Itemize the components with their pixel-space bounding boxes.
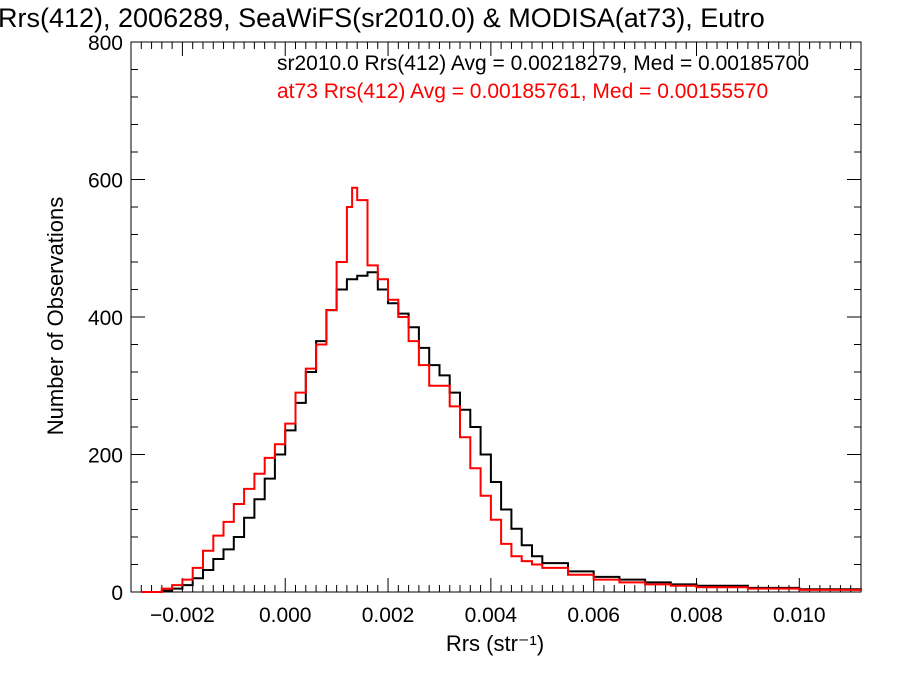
- x-axis: −0.002 0.000 0.002 0.004 0.006 0.008 0.010: [140, 42, 862, 627]
- x-tick-label: 0.010: [773, 604, 826, 627]
- x-axis-title: Rrs (str⁻¹): [446, 631, 544, 656]
- y-axis: 0 200 400 600 800: [88, 32, 861, 605]
- x-tick-label: 0.008: [670, 604, 723, 627]
- plot-area-border: [130, 41, 862, 593]
- y-tick-label: 0: [111, 582, 123, 605]
- plot-frame: [130, 41, 862, 593]
- x-tick-label: 0.006: [567, 604, 620, 627]
- series-line-at73: [141, 186, 862, 593]
- x-tick-label: 0.000: [259, 604, 312, 627]
- x-tick-label: 0.002: [362, 604, 415, 627]
- x-tick-label: 0.004: [465, 604, 518, 627]
- legend-entry-at73: at73 Rrs(412) Avg = 0.00185761, Med = 0.…: [277, 80, 768, 103]
- y-tick-label: 400: [88, 307, 123, 330]
- y-axis-title: Number of Observations: [43, 197, 68, 435]
- x-tick-label: −0.002: [150, 604, 215, 627]
- series-lines: [141, 186, 862, 593]
- y-tick-label: 800: [88, 32, 123, 55]
- legend-entry-sr2010: sr2010.0 Rrs(412) Avg = 0.00218279, Med …: [277, 52, 809, 75]
- y-tick-label: 200: [88, 445, 123, 468]
- y-tick-label: 600: [88, 170, 123, 193]
- chart-title: Rrs(412), 2006289, SeaWiFS(sr2010.0) & M…: [0, 3, 765, 33]
